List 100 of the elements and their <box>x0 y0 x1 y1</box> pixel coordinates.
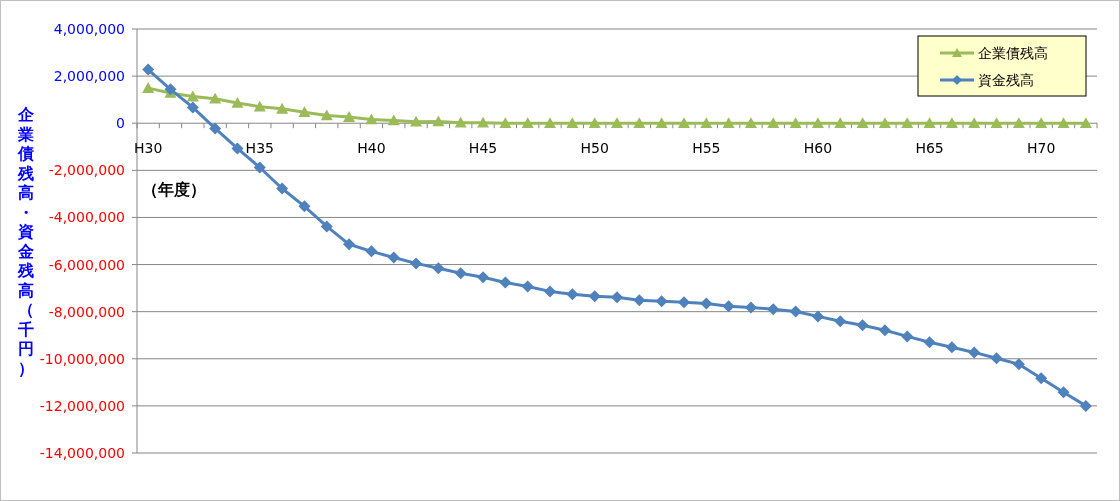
point <box>410 257 423 270</box>
point <box>655 117 668 129</box>
point <box>186 90 199 102</box>
point <box>142 82 155 93</box>
point <box>1057 386 1070 399</box>
point <box>834 315 847 328</box>
point <box>856 319 869 332</box>
point <box>477 116 490 128</box>
point <box>253 100 266 112</box>
point <box>611 291 623 304</box>
x-tick-label: H45 <box>468 140 498 157</box>
point <box>164 83 177 96</box>
point <box>454 116 467 128</box>
point <box>834 117 847 129</box>
legend-label: 企業債残高 <box>978 45 1048 61</box>
point <box>722 300 735 313</box>
point <box>968 117 981 129</box>
point <box>231 96 244 108</box>
point <box>767 117 780 129</box>
point <box>343 111 356 122</box>
y-tick-label: -14,000,000 <box>39 445 125 461</box>
point <box>744 117 757 129</box>
point <box>365 113 378 125</box>
point <box>410 115 423 127</box>
point <box>901 117 914 129</box>
point <box>276 182 289 195</box>
point <box>454 267 467 280</box>
y-tick-label: -2,000,000 <box>48 162 125 179</box>
point <box>1079 399 1092 412</box>
point <box>276 102 289 114</box>
point <box>767 303 780 316</box>
point <box>499 276 512 289</box>
point <box>789 305 802 318</box>
point <box>343 238 356 251</box>
x-tick-label: H60 <box>803 140 833 157</box>
x-tick-label: H50 <box>580 140 609 157</box>
point <box>677 117 690 129</box>
point <box>477 271 490 284</box>
point <box>945 341 958 354</box>
y-tick-label: 2,000,000 <box>53 68 125 85</box>
point <box>923 117 936 129</box>
point <box>744 301 757 314</box>
point <box>499 117 512 129</box>
x-tick-label: H30 <box>133 140 163 157</box>
y-tick-label: -8,000,000 <box>48 303 125 320</box>
point <box>298 106 311 117</box>
y-tick-label: 0 <box>116 115 125 132</box>
point <box>700 297 713 310</box>
point <box>811 310 824 323</box>
point <box>811 117 824 129</box>
point <box>209 122 222 135</box>
point <box>521 280 534 293</box>
point <box>209 92 222 104</box>
point <box>253 161 266 174</box>
point <box>968 346 981 359</box>
point <box>432 262 445 275</box>
x-tick-label: H65 <box>915 140 944 157</box>
point <box>298 200 311 213</box>
point <box>387 114 400 126</box>
point <box>856 117 869 129</box>
y-tick-label: -6,000,000 <box>48 256 125 273</box>
point <box>1012 117 1025 129</box>
point <box>633 117 646 129</box>
point <box>655 295 668 308</box>
point <box>320 109 333 121</box>
point <box>1035 117 1048 129</box>
point <box>521 117 534 129</box>
point <box>186 101 199 114</box>
point <box>722 117 735 129</box>
point <box>990 117 1003 129</box>
point <box>432 115 445 127</box>
point <box>990 352 1003 365</box>
point <box>1035 372 1048 385</box>
point <box>544 117 557 129</box>
point <box>945 117 958 129</box>
legend-label: 資金残高 <box>978 72 1034 88</box>
point <box>387 251 400 264</box>
point <box>588 290 601 303</box>
point <box>878 324 891 337</box>
text: 企業債残高・資金残高（千円） <box>18 105 34 378</box>
x-tick-label: H40 <box>357 140 386 157</box>
annotation: （年度） <box>142 180 206 199</box>
point <box>878 117 891 129</box>
point <box>365 245 378 258</box>
point <box>566 288 579 301</box>
point <box>1012 358 1025 371</box>
x-tick-label: H55 <box>692 140 721 157</box>
point <box>544 285 557 298</box>
point <box>231 142 244 155</box>
y-tick-label: -12,000,000 <box>39 397 125 414</box>
point <box>700 117 713 129</box>
y-tick-label: -10,000,000 <box>39 350 125 367</box>
x-tick-label: H70 <box>1027 140 1056 157</box>
point <box>320 220 333 233</box>
point <box>142 63 155 76</box>
point <box>1057 117 1070 129</box>
y-tick-label: 4,000,000 <box>53 21 125 37</box>
point <box>611 117 623 129</box>
point <box>1079 117 1092 129</box>
point <box>789 117 802 129</box>
